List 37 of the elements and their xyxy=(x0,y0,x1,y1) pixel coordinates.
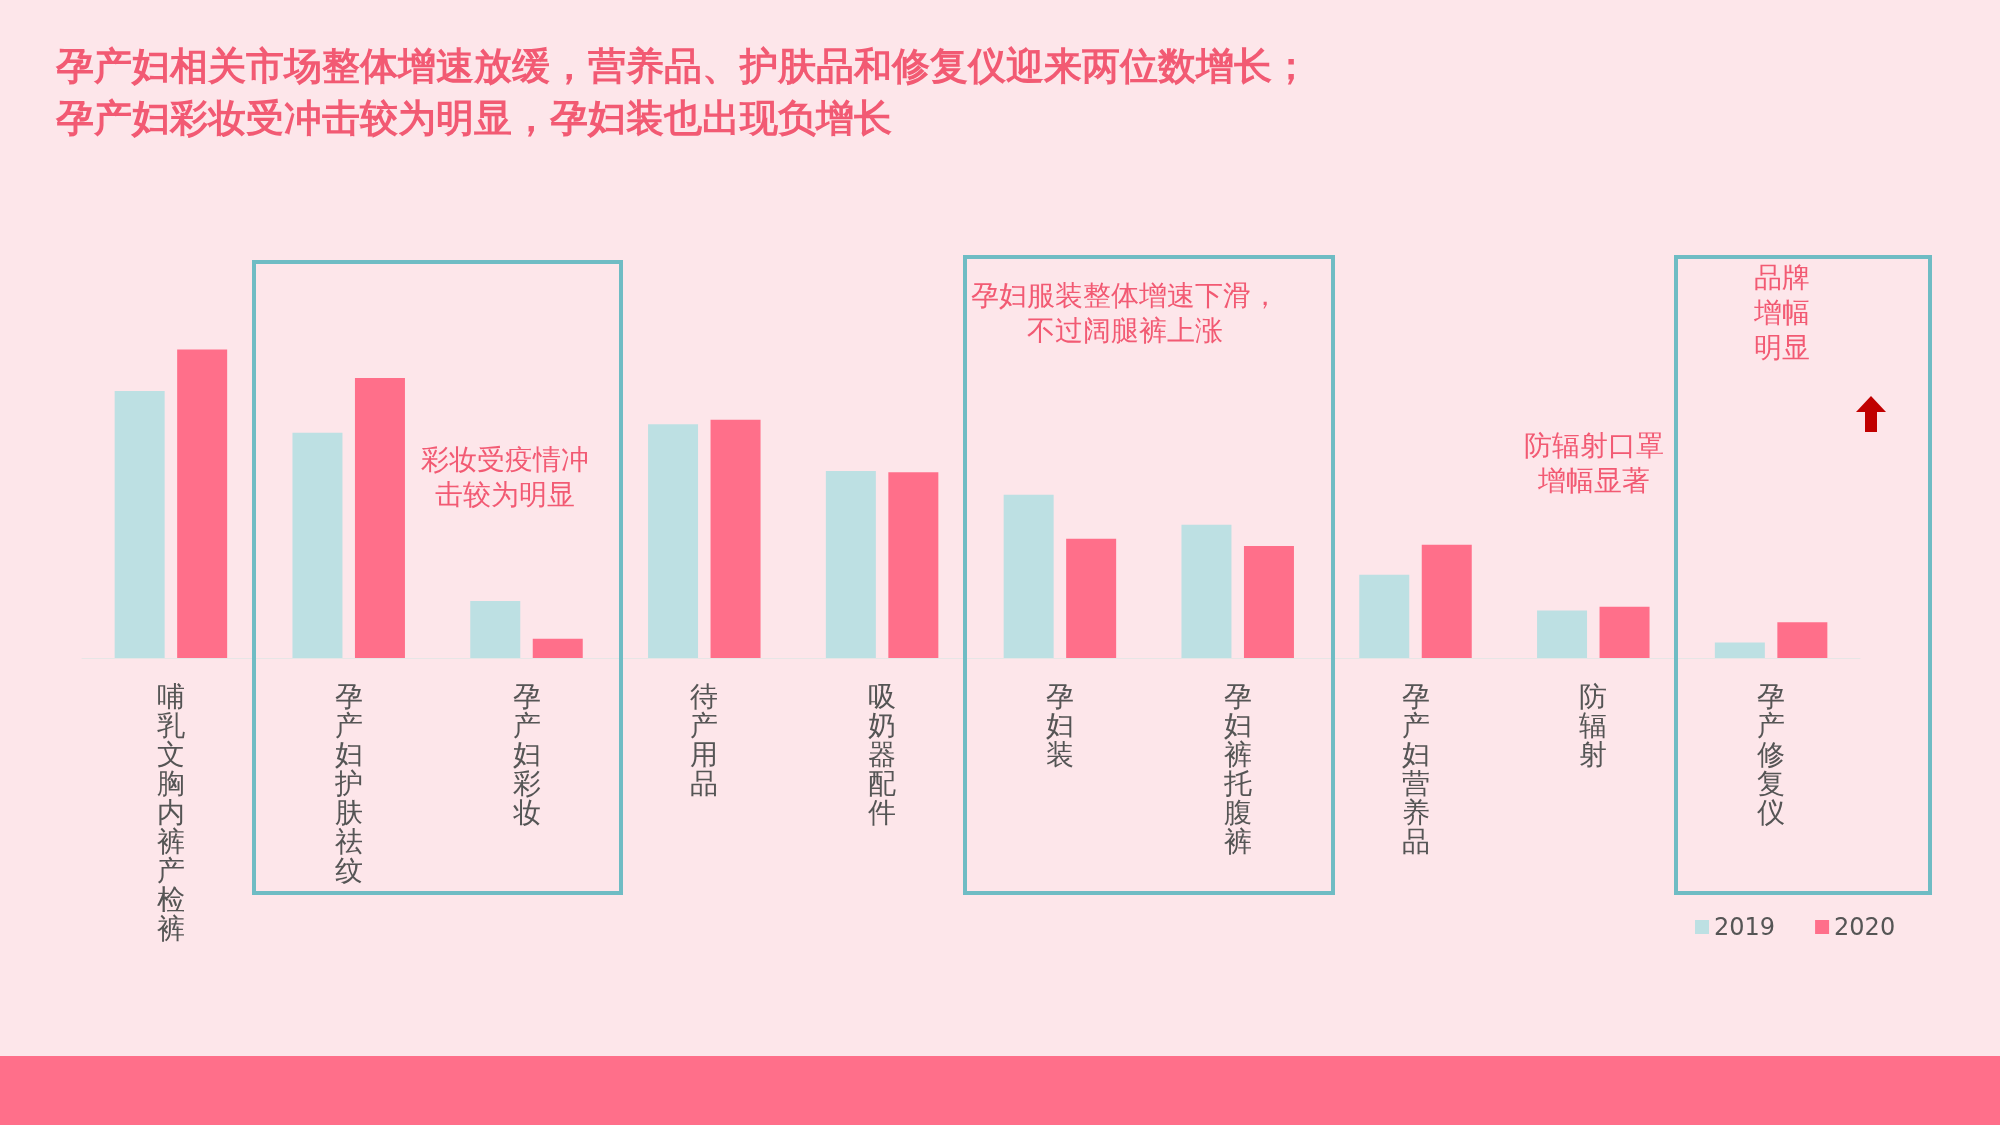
bar xyxy=(470,600,521,658)
x-tick-label: 孕产妇护肤祛纹 xyxy=(333,680,363,887)
bar xyxy=(292,432,343,658)
bar xyxy=(710,419,761,658)
bar xyxy=(1003,494,1054,658)
x-tick-label: 孕产妇彩妆 xyxy=(512,680,541,829)
chart-title: 孕产妇相关市场整体增速放缓，营养品、护肤品和修复仪迎来两位数增长；孕产妇彩妆受冲击较为明显，孕妇装也出现负增长 xyxy=(56,43,1310,142)
bar xyxy=(354,378,405,658)
x-tick-label: 待产用品 xyxy=(690,680,719,800)
bar xyxy=(1599,606,1650,658)
bar xyxy=(1537,610,1588,658)
x-tick-label: 吸奶器配件 xyxy=(868,680,897,829)
bar xyxy=(888,472,939,658)
x-tick-label: 孕妇装 xyxy=(1045,680,1074,771)
bar xyxy=(532,638,583,658)
category-label: 哺乳文胸内裤产检裤 xyxy=(156,680,185,945)
legend-label: 2020 xyxy=(1834,913,1896,941)
x-tick-label: 孕产妇营养品 xyxy=(1401,680,1430,858)
bar xyxy=(177,349,228,658)
annotation: 彩妆受疫情冲击较为明显 xyxy=(420,442,590,512)
bar xyxy=(825,470,876,658)
x-tick-label: 防辐射 xyxy=(1579,680,1608,771)
bar xyxy=(1243,545,1294,658)
annotation: 品牌增幅明显 xyxy=(1753,260,1811,365)
bar xyxy=(1359,574,1410,658)
x-tick-label: 孕妇裤托腹裤 xyxy=(1222,680,1252,858)
legend-label: 2019 xyxy=(1714,913,1776,941)
bar xyxy=(648,424,699,658)
bar xyxy=(1714,642,1765,658)
bar xyxy=(1777,622,1828,658)
bar xyxy=(1181,524,1232,658)
bar xyxy=(114,391,165,658)
text: 孕妇服装整体增速下滑，不过阔腿裤上涨 xyxy=(970,278,1280,348)
bar xyxy=(1066,538,1117,658)
annotation: 防辐射口罩增幅显著 xyxy=(1523,428,1665,498)
bar xyxy=(1421,544,1472,658)
x-tick-label: 孕产修复仪 xyxy=(1757,680,1786,829)
